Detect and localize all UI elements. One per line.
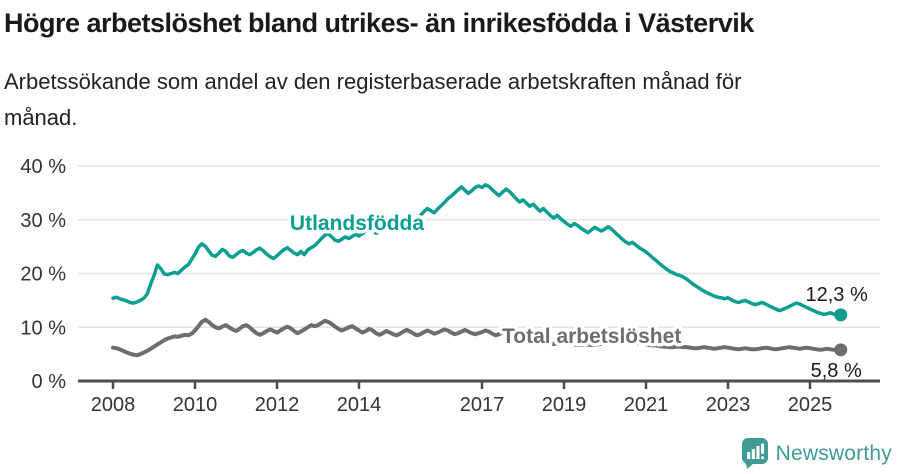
end-value-label-total: 5,8 % (811, 360, 862, 382)
x-tick-label: 2014 (337, 394, 382, 416)
series-line-total (111, 317, 843, 358)
chart-subtitle: Arbetssökande som andel av den registerb… (4, 69, 742, 130)
x-tick-label: 2023 (706, 394, 751, 416)
series-line-utlandsfodda (111, 183, 843, 317)
series-label-total: Total arbetslöshet (502, 325, 681, 348)
x-tick-label: 2019 (542, 394, 587, 416)
series-label-utlandsfodda: Utlandsfödda (290, 212, 424, 235)
y-tick-label: 0 % (32, 371, 67, 393)
x-tick-label: 2012 (255, 394, 300, 416)
y-tick-label: 30 % (20, 210, 66, 232)
x-tick-label: 2021 (624, 394, 669, 416)
endpoint-dot-total (834, 343, 848, 357)
newsworthy-logo: Newsworthy (741, 438, 892, 469)
unemployment-line-chart: 0 % 10 % 20 % 30 % 40 % 2008 2010 2012 2014 2017 2… (20, 156, 880, 416)
y-tick-label: 10 % (20, 317, 66, 339)
y-tick-label: 40 % (20, 156, 66, 178)
x-tick-label: 2025 (788, 394, 833, 416)
end-value-label-utlandsfodda: 12,3 % (805, 284, 867, 306)
newsworthy-brand-text: Newsworthy (775, 441, 892, 465)
y-tick-label: 20 % (20, 264, 66, 286)
newsworthy-icon (741, 438, 768, 469)
x-tick-label: 2008 (91, 394, 136, 416)
x-tick-label: 2010 (173, 394, 218, 416)
endpoint-dot-utlandsfodda (834, 308, 848, 322)
x-tick-label: 2017 (460, 394, 505, 416)
chart-title: Högre arbetslöshet bland utrikes- än inr… (4, 8, 754, 38)
